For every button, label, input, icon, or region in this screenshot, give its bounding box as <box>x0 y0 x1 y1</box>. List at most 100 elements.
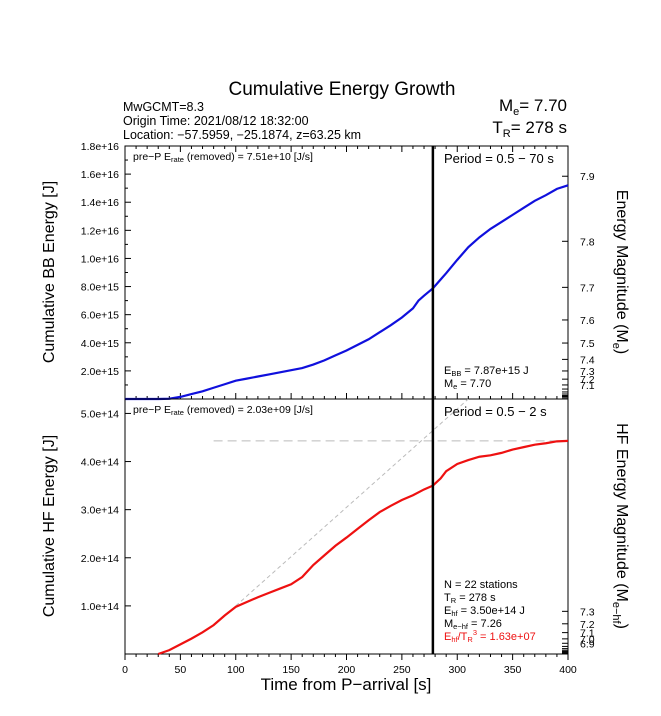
header-line-2: Origin Time: 2021/08/12 18:32:00 <box>123 114 309 128</box>
top-ytick-label: 6.0e+15 <box>81 310 119 322</box>
header-tr-value: = 278 s <box>511 118 567 137</box>
bottom-period: Period = 0.5 − 2 s <box>444 404 547 419</box>
top-note: pre−P Erate (removed) = 7.51e+10 [J/s] <box>133 151 313 164</box>
bottom-ann-mehf: Me−hf = 7.26 <box>444 618 502 631</box>
hf-energy-line <box>157 439 569 656</box>
top-ytick-label: 1.4e+16 <box>81 197 119 209</box>
bottom-y2label-end: ) <box>613 624 630 629</box>
bottom-ann-ehf: Ehf = 3.50e+14 J <box>444 605 525 618</box>
top-ytick-label: 1.8e+16 <box>81 141 119 153</box>
bottom-y2-ticks: 6.97.07.17.27.3 <box>562 606 595 654</box>
bottom-y2tick-label: 7.0 <box>580 634 595 646</box>
top-ann-me-pre: M <box>444 378 453 390</box>
header-tr-label: T <box>492 118 502 137</box>
top-ytick-label: 1.0e+16 <box>81 253 119 265</box>
bottom-ann-ehf-post: = 3.50e+14 J <box>458 605 525 617</box>
top-y2label: Energy Magnitude (Me) <box>610 190 630 354</box>
bottom-ann-tr-pre: T <box>444 592 451 604</box>
bottom-ann-ratio-sub2: R <box>467 635 473 644</box>
top-y2label-main: Energy Magnitude (M <box>613 190 630 343</box>
bottom-note-sub: rate <box>171 408 184 417</box>
bottom-ann-mehf-post: = 7.26 <box>468 618 502 630</box>
bottom-ylabel: Cumulative HF Energy [J] <box>41 435 58 617</box>
header-line-1: MwGCMT=8.3 <box>123 100 204 114</box>
top-ytick-label: 1.6e+16 <box>81 169 119 181</box>
bottom-xtick-label: 400 <box>559 664 577 676</box>
top-ann-me-post: = 7.70 <box>457 378 491 390</box>
hf-slope-reference-line <box>235 398 469 607</box>
bottom-ann-ehf-pre: E <box>444 605 451 617</box>
top-plot-frame <box>124 145 569 400</box>
top-ytick-label: 1.2e+16 <box>81 225 119 237</box>
bottom-ytick-label: 4.0e+14 <box>81 457 119 469</box>
bottom-xtick-label: 200 <box>338 664 356 676</box>
header-tr-sub: R <box>503 128 511 140</box>
top-note-sub: rate <box>171 155 184 164</box>
top-ann-ebb-sub: BB <box>451 369 461 378</box>
top-ytick-label: 8.0e+15 <box>81 282 119 294</box>
top-ann-ebb-pre: E <box>444 365 451 377</box>
bottom-ann-tr: TR = 278 s <box>444 592 496 605</box>
header-me: Me= 7.70 <box>499 96 567 118</box>
top-ylabel: Cumulative BB Energy [J] <box>41 181 58 363</box>
top-y2tick-label: 7.3 <box>580 366 595 378</box>
header-tr: TR= 278 s <box>492 118 567 140</box>
bb-energy-line <box>125 184 569 401</box>
bottom-ann-ratio-post: = 1.63e+07 <box>477 631 536 643</box>
top-y2tick-label: 7.8 <box>580 236 595 248</box>
bottom-note: pre−P Erate (removed) = 2.03e+09 [J/s] <box>133 404 313 417</box>
bottom-ann-mehf-pre: M <box>444 618 453 630</box>
bottom-ann-ratio: Ehf/TR3 = 1.63e+07 <box>444 628 536 644</box>
top-y2label-end: ) <box>613 349 630 354</box>
top-note-post: (removed) = 7.51e+10 [J/s] <box>184 151 313 163</box>
bottom-y2tick-label: 7.3 <box>580 606 595 618</box>
bottom-xtick-label: 300 <box>448 664 466 676</box>
bottom-ann-mehf-sub: e−hf <box>453 622 469 631</box>
bottom-y2tick-label: 7.1 <box>580 628 595 640</box>
bottom-y2tick-label: 7.2 <box>580 619 595 631</box>
bottom-note-post: (removed) = 2.03e+09 [J/s] <box>184 404 313 416</box>
top-y2tick-label: 7.6 <box>580 315 595 327</box>
bottom-ticks: 1.0e+14 2.0e+14 3.0e+14 4.0e+14 5.0e+14 0 50 10… <box>81 408 577 676</box>
bottom-ann-ratio-pre: E <box>444 631 451 643</box>
top-y2tick-label: 7.5 <box>580 338 595 350</box>
bottom-ann-tr-post: = 278 s <box>456 592 496 604</box>
top-period: Period = 0.5 − 70 s <box>444 151 554 166</box>
top-y2tick-label: 7.1 <box>580 380 595 392</box>
x-axis-label: Time from P−arrival [s] <box>261 675 432 694</box>
top-ann-ebb-post: = 7.87e+15 J <box>461 365 528 377</box>
bottom-y2label-main: HF Energy Magnitude (M <box>613 423 630 602</box>
top-ticks: 2.0e+15 4.0e+15 6.0e+15 8.0e+15 1.0e+16 1.2e+… <box>81 141 569 399</box>
bottom-ann-ratio-sub1: hf <box>451 635 458 644</box>
top-y2tick-label: 7.2 <box>580 374 595 386</box>
top-note-pre: pre−P E <box>133 151 171 163</box>
top-y2-ticks: 7.17.27.37.4 7.5 7.6 7.7 7.8 7.9 <box>562 171 595 400</box>
bottom-ytick-label: 2.0e+14 <box>81 553 119 565</box>
bottom-note-pre: pre−P E <box>133 404 171 416</box>
top-y2tick-label: 7.9 <box>580 171 595 183</box>
bottom-ann-ehf-sub: hf <box>451 609 458 618</box>
top-ann-me-sub: e <box>453 382 457 391</box>
bottom-ytick-label: 1.0e+14 <box>81 601 119 613</box>
bottom-y2label-sub: e−hf <box>610 602 622 625</box>
bottom-xtick-label: 150 <box>282 664 300 676</box>
bottom-ann-ratio-sup: 3 <box>473 628 477 637</box>
top-ann-me: Me = 7.70 <box>444 378 491 391</box>
bottom-y2label: HF Energy Magnitude (Me−hf) <box>610 423 630 629</box>
top-panel: 2.0e+15 4.0e+15 6.0e+15 8.0e+15 1.0e+16 1.2e+… <box>41 141 630 401</box>
top-y2tick-label: 7.4 <box>580 354 595 366</box>
top-ann-ebb: EBB = 7.87e+15 J <box>444 365 529 378</box>
bottom-xtick-label: 350 <box>504 664 522 676</box>
bottom-ann-tr-sub: R <box>451 596 457 605</box>
top-y2label-sub: e <box>610 343 622 349</box>
top-y2tick-label: 7.7 <box>580 282 595 294</box>
top-ytick-label: 4.0e+15 <box>81 338 119 350</box>
bottom-xtick-label: 50 <box>175 664 187 676</box>
header-me-sub: e <box>513 106 519 118</box>
header-line-3: Location: −57.5959, −25.1874, z=63.25 km <box>123 128 361 142</box>
top-ytick-label: 2.0e+15 <box>81 366 119 378</box>
bottom-ytick-label: 3.0e+14 <box>81 505 119 517</box>
bottom-xtick-label: 250 <box>393 664 411 676</box>
chart-title: Cumulative Energy Growth <box>228 79 455 100</box>
